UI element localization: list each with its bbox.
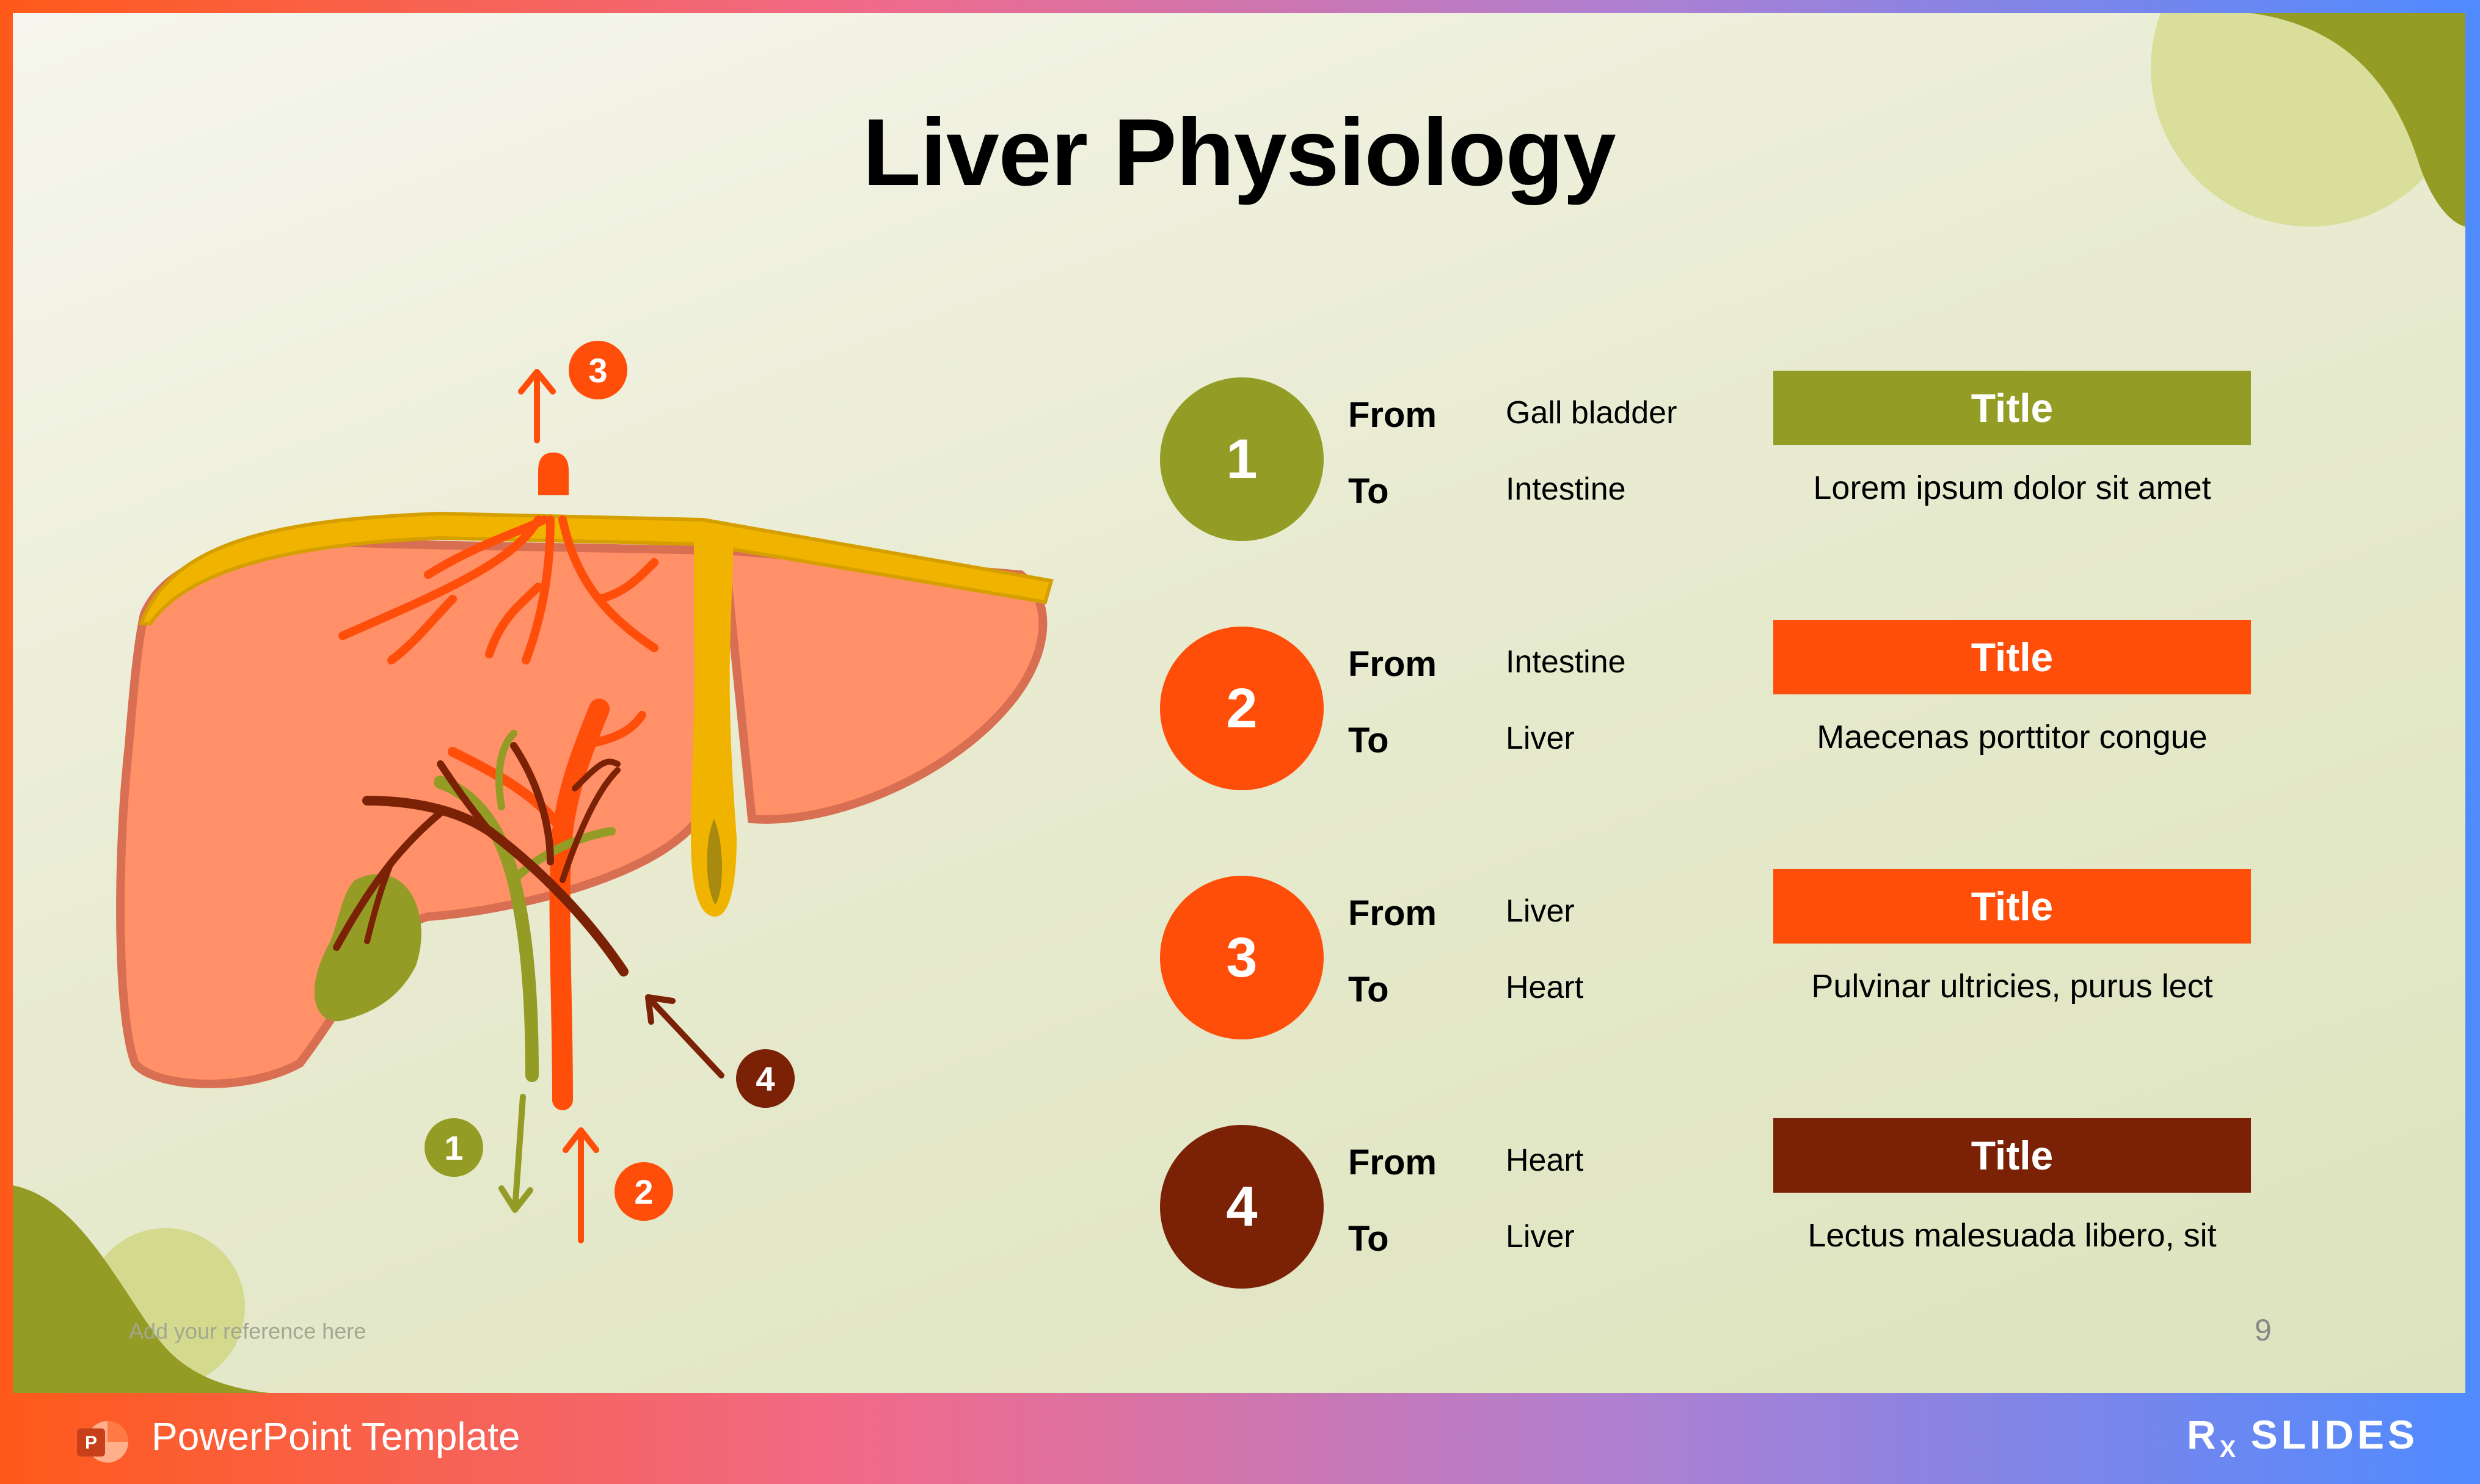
marker-1: 1	[425, 1118, 483, 1177]
liver-illustration	[116, 369, 1054, 1243]
row-3: 3 From To Liver Heart Title Pulvinar ultricies…	[13, 869, 2465, 1047]
row-2: 2 From To Intestine Liver Title Maecenas portt…	[13, 620, 2465, 798]
from-value: Liver	[1506, 893, 1575, 929]
from-value: Heart	[1506, 1143, 1584, 1178]
page-number: 9	[2255, 1313, 2272, 1347]
bottom-left-blob	[13, 1185, 269, 1393]
footer-label: PowerPoint Template	[151, 1414, 520, 1458]
svg-text:1: 1	[444, 1129, 463, 1167]
to-label: To	[1348, 721, 1389, 760]
description: Maecenas porttitor congue	[1817, 719, 2208, 755]
title-bar: Title	[1773, 1118, 2251, 1193]
marker-2: 2	[615, 1162, 673, 1221]
brand-logo: RX SLIDES	[2187, 1412, 2419, 1463]
diagram-markers: 1 2 3 4	[425, 341, 795, 1221]
to-value: Liver	[1506, 721, 1575, 756]
to-label: To	[1348, 471, 1389, 511]
row-1: 1 From To Gall bladder Intestine Title Lorem i…	[13, 371, 2465, 548]
from-label: From	[1348, 893, 1437, 933]
to-value: Intestine	[1506, 471, 1626, 507]
svg-text:4: 4	[756, 1060, 775, 1098]
from-value: Intestine	[1506, 644, 1626, 680]
description: Lorem ipsum dolor sit amet	[1813, 470, 2211, 506]
step-number-circle: 3	[1160, 876, 1324, 1039]
from-label: From	[1348, 395, 1437, 435]
to-value: Liver	[1506, 1219, 1575, 1254]
step-number-circle: 1	[1160, 377, 1324, 541]
to-label: To	[1348, 970, 1389, 1009]
marker-3: 3	[569, 341, 627, 399]
svg-text:P: P	[85, 1433, 97, 1453]
from-label: From	[1348, 1143, 1437, 1182]
marker-4: 4	[736, 1049, 795, 1108]
slide: Liver Physiology	[13, 13, 2465, 1393]
page-title: Liver Physiology	[863, 100, 1616, 206]
description: Pulvinar ultricies, purus lect	[1811, 968, 2213, 1005]
from-label: From	[1348, 644, 1437, 684]
svg-text:2: 2	[634, 1173, 653, 1211]
step-number-circle: 2	[1160, 627, 1324, 790]
to-label: To	[1348, 1219, 1389, 1259]
reference-text[interactable]: Add your reference here	[129, 1319, 367, 1344]
title-bar: Title	[1773, 620, 2251, 694]
liver-diagram: 1 2 3 4	[116, 341, 1054, 1243]
from-value: Gall bladder	[1506, 395, 1677, 431]
description: Lectus malesuada libero, sit	[1807, 1217, 2217, 1254]
svg-text:3: 3	[588, 351, 607, 390]
to-value: Heart	[1506, 970, 1584, 1005]
row-4: 4 From To Heart Liver Title Lectus malesuada l…	[13, 1118, 2465, 1296]
footer-bar: P PowerPoint Template RX SLIDES	[0, 1393, 2480, 1484]
title-bar: Title	[1773, 371, 2251, 445]
title-bar: Title	[1773, 869, 2251, 944]
top-right-blob	[2151, 13, 2465, 227]
step-number-circle: 4	[1160, 1125, 1324, 1289]
powerpoint-icon: P	[77, 1421, 128, 1463]
